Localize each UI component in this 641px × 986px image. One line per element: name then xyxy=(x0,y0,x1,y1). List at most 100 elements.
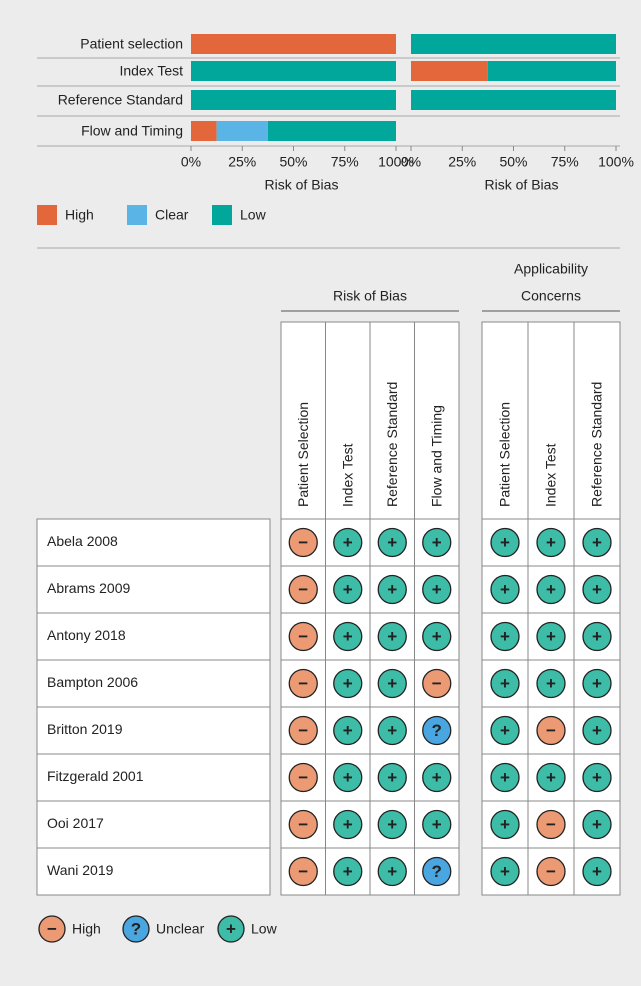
rating-circle xyxy=(490,574,520,605)
rating-circle xyxy=(490,668,520,699)
rating-circle xyxy=(582,527,612,558)
rating-circle xyxy=(288,762,318,793)
rating-symbol: + xyxy=(387,627,397,646)
study-name: Abela 2008 xyxy=(47,533,118,549)
rating-symbol: + xyxy=(500,768,510,787)
legend-symbol: + xyxy=(226,919,236,938)
legend-label: Clear xyxy=(155,207,189,223)
x-axis-title: Risk of Bias xyxy=(485,177,559,193)
study-name: Ooi 2017 xyxy=(47,815,104,831)
rating-circle xyxy=(288,621,318,652)
rating-circle xyxy=(536,574,566,605)
rating-symbol: + xyxy=(387,580,397,599)
bar-segment xyxy=(191,121,217,141)
rating-circle xyxy=(377,527,407,558)
rating-circle xyxy=(333,809,363,840)
rating-symbol: ? xyxy=(432,721,442,740)
rating-circle xyxy=(288,809,318,840)
rating-symbol: + xyxy=(432,815,442,834)
rating-symbol: + xyxy=(592,674,602,693)
rating-circle xyxy=(422,809,452,840)
rating-circle xyxy=(490,527,520,558)
rating-symbol: + xyxy=(500,862,510,881)
rating-circle xyxy=(536,527,566,558)
legend-symbol: ? xyxy=(131,919,141,938)
rating-symbol: + xyxy=(500,815,510,834)
bar-segment xyxy=(411,90,616,110)
rating-circle xyxy=(288,527,318,558)
rating-symbol: + xyxy=(343,721,353,740)
rating-symbol: + xyxy=(343,862,353,881)
rating-circle xyxy=(536,715,566,746)
rating-symbol: + xyxy=(432,768,442,787)
rating-circle xyxy=(536,762,566,793)
x-tick-label: 50% xyxy=(279,154,307,170)
study-name: Fitzgerald 2001 xyxy=(47,768,144,784)
column-header: Reference Standard xyxy=(384,382,400,507)
rating-symbol: + xyxy=(343,674,353,693)
study-name: Bampton 2006 xyxy=(47,674,138,690)
rating-symbol: + xyxy=(592,627,602,646)
rating-symbol: + xyxy=(500,674,510,693)
group-title: Concerns xyxy=(521,288,581,304)
rating-circle xyxy=(333,715,363,746)
study-name: Britton 2019 xyxy=(47,721,123,737)
rating-circle xyxy=(422,574,452,605)
rating-circle xyxy=(288,856,318,887)
rating-circle xyxy=(490,762,520,793)
study-name: Wani 2019 xyxy=(47,862,114,878)
rating-symbol: + xyxy=(592,768,602,787)
bar-segment xyxy=(411,61,488,81)
rating-symbol: + xyxy=(500,627,510,646)
rating-circle xyxy=(582,621,612,652)
bar-segment xyxy=(411,34,616,54)
rating-symbol: − xyxy=(298,815,308,834)
rating-circle xyxy=(377,856,407,887)
rating-symbol: + xyxy=(343,815,353,834)
rating-symbol: + xyxy=(343,768,353,787)
rating-circle xyxy=(333,762,363,793)
rating-circle xyxy=(377,574,407,605)
column-header: Flow and Timing xyxy=(428,405,444,507)
legend-label: Unclear xyxy=(156,921,205,937)
rating-symbol: − xyxy=(298,627,308,646)
x-tick-label: 75% xyxy=(331,154,359,170)
rating-symbol: + xyxy=(387,674,397,693)
bar-segment xyxy=(191,90,396,110)
rating-symbol: + xyxy=(387,862,397,881)
group-title: Risk of Bias xyxy=(333,288,407,304)
rating-symbol: + xyxy=(343,533,353,552)
rating-symbol: + xyxy=(343,580,353,599)
rating-circle xyxy=(582,715,612,746)
rating-circle xyxy=(422,668,452,699)
legend-swatch xyxy=(212,205,232,225)
rating-circle xyxy=(490,809,520,840)
bar-segment xyxy=(191,34,396,54)
bar-segment xyxy=(267,121,396,141)
study-name: Antony 2018 xyxy=(47,627,126,643)
rating-circle xyxy=(422,856,452,887)
rating-symbol: + xyxy=(432,580,442,599)
rating-circle xyxy=(377,809,407,840)
rating-symbol: + xyxy=(387,768,397,787)
rating-circle xyxy=(422,527,452,558)
x-tick-label: 100% xyxy=(598,154,634,170)
x-tick-label: 75% xyxy=(551,154,579,170)
row-label: Reference Standard xyxy=(58,92,183,108)
rating-symbol: + xyxy=(387,533,397,552)
rating-symbol: + xyxy=(500,721,510,740)
rating-symbol: − xyxy=(298,533,308,552)
rating-circle xyxy=(288,668,318,699)
column-header: Index Test xyxy=(339,443,355,507)
rating-circle xyxy=(422,621,452,652)
rating-symbol: − xyxy=(298,580,308,599)
rating-symbol: − xyxy=(298,862,308,881)
x-tick-label: 50% xyxy=(499,154,527,170)
row-label: Patient selection xyxy=(80,36,183,52)
column-header: Patient Selection xyxy=(497,402,513,507)
rating-circle xyxy=(536,856,566,887)
rating-symbol: + xyxy=(546,674,556,693)
rating-circle xyxy=(377,668,407,699)
rating-symbol: ? xyxy=(432,862,442,881)
